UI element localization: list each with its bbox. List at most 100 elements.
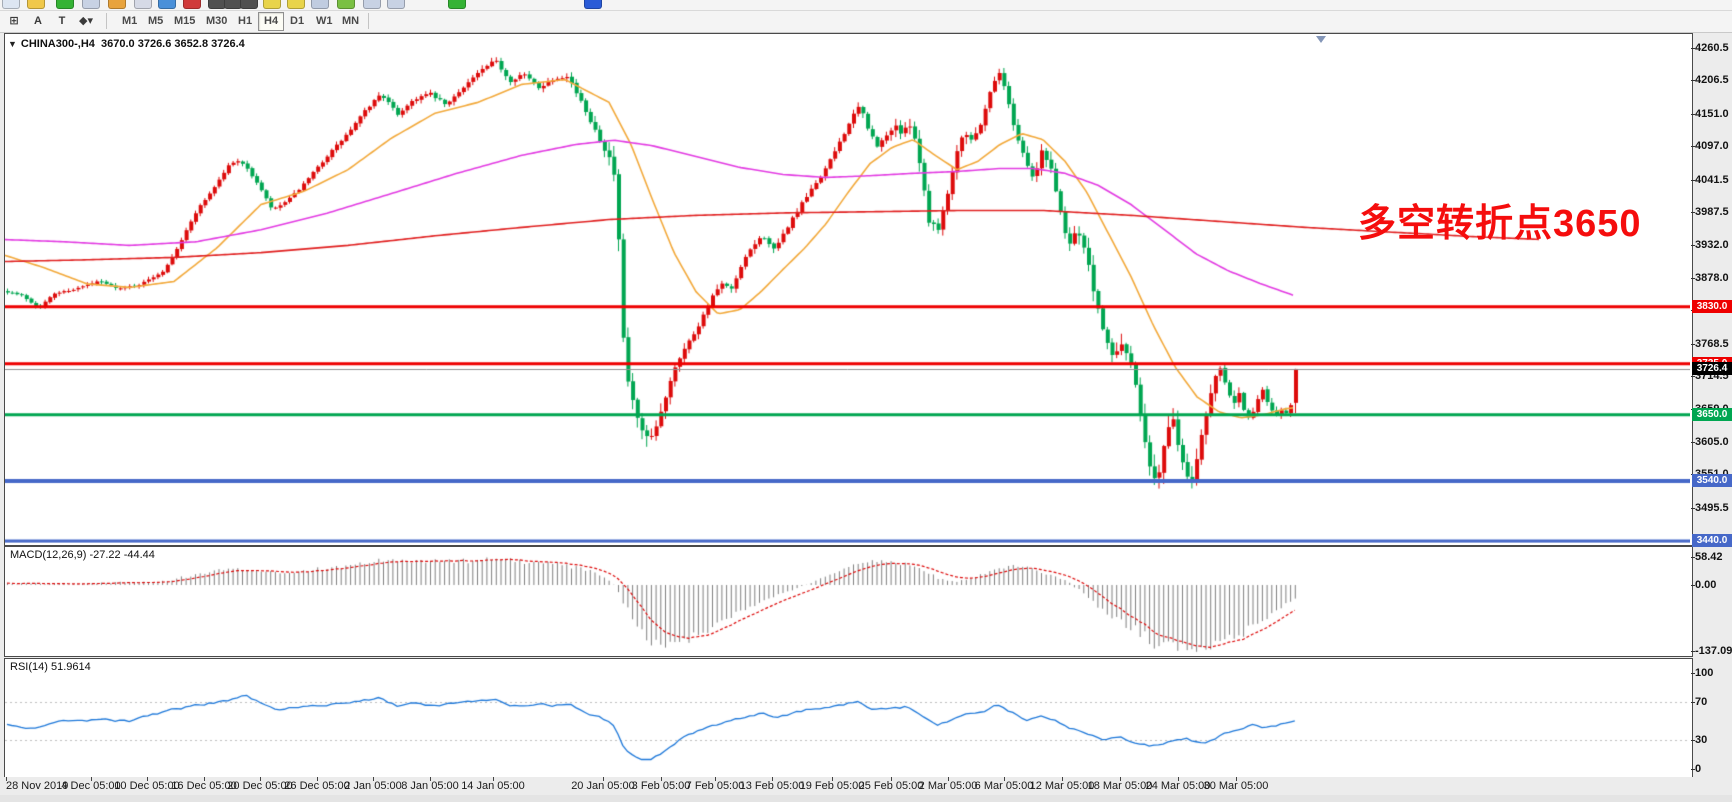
time-tick — [1178, 777, 1179, 781]
time-tick — [832, 777, 833, 781]
axis-tick — [1691, 80, 1695, 81]
axis-tick — [1691, 344, 1695, 345]
timeframe-button-d1[interactable]: D1 — [290, 15, 305, 27]
axis-tick — [1691, 48, 1695, 49]
macd-canvas[interactable] — [5, 547, 1690, 654]
crosshair-tool[interactable]: ⊞ — [9, 15, 19, 27]
time-axis-label: 20 Dec 05:00 — [227, 780, 293, 792]
search-icon[interactable] — [27, 0, 45, 9]
timeframe-button-w1[interactable]: W1 — [316, 15, 333, 27]
time-axis-label: 8 Jan 05:00 — [401, 780, 459, 792]
layout-a-icon[interactable] — [363, 0, 381, 9]
price-tick-label: 4151.0 — [1695, 108, 1729, 120]
timeframe-button-m15[interactable]: M15 — [174, 15, 196, 27]
chart-window-icon[interactable] — [82, 0, 100, 9]
macd-tick-label: 0.00 — [1695, 579, 1717, 591]
time-tick — [1120, 777, 1121, 781]
time-axis-label: 24 Mar 05:00 — [1145, 780, 1211, 792]
price-tick-label: 3987.5 — [1695, 206, 1729, 218]
mail-icon[interactable] — [134, 0, 152, 9]
price-tick-label: 3495.5 — [1695, 502, 1729, 514]
zoom-out-icon[interactable] — [287, 0, 305, 9]
timeframe-button-m5[interactable]: M5 — [148, 15, 164, 27]
macd-indicator-label: MACD(12,26,9) -27.22 -44.44 — [10, 549, 155, 561]
price-tick-label: 3878.0 — [1695, 272, 1729, 284]
toolbar-row-1 — [0, 0, 1732, 11]
time-tick — [6, 777, 7, 781]
web-icon[interactable] — [158, 0, 176, 9]
timeframe-button-mn[interactable]: MN — [342, 15, 360, 27]
time-tick — [91, 777, 92, 781]
axis-tick — [1691, 673, 1695, 674]
current-price-badge: 3726.4 — [1692, 362, 1732, 375]
chart-title: ▼ CHINA300-,H4 3670.0 3726.6 3652.8 3726.… — [8, 38, 245, 50]
text-box-tool[interactable]: T — [58, 15, 66, 27]
rsi-canvas[interactable] — [5, 659, 1690, 775]
time-axis-label: 10 Dec 05:00 — [114, 780, 180, 792]
chart-text-annotation[interactable]: 多空转折点3650 — [1358, 203, 1642, 245]
price-tick-label: 3605.0 — [1695, 436, 1729, 448]
rsi-tick-label: 0 — [1695, 763, 1702, 775]
timeframe-button-m30[interactable]: M30 — [206, 15, 228, 27]
text-label-tool[interactable]: A — [34, 15, 42, 27]
shapes-tool[interactable]: ◆▾ — [79, 15, 93, 27]
time-axis-label: 13 Feb 05:00 — [739, 780, 805, 792]
time-axis-label: 6 Mar 05:00 — [974, 780, 1034, 792]
time-axis: 28 Nov 2019 4 Dec 05:00 10 Dec 05:00 16 Dec… — [4, 777, 1732, 795]
toolbar-separator — [106, 13, 107, 29]
time-tick — [493, 777, 494, 781]
time-tick — [603, 777, 604, 781]
price-tick-label: 3932.0 — [1695, 239, 1729, 251]
line-chart-icon[interactable] — [240, 0, 258, 9]
time-axis-label: 12 Mar 05:00 — [1029, 780, 1095, 792]
timeframe-button-h1[interactable]: H1 — [238, 15, 253, 27]
time-axis-label: 28 Nov 2019 — [6, 780, 69, 792]
hline-price-badge: 3650.0 — [1692, 408, 1732, 421]
expert-advisor-icon[interactable] — [108, 0, 126, 9]
axis-tick — [1691, 557, 1695, 558]
time-axis-label: 7 Feb 05:00 — [685, 780, 745, 792]
axis-tick — [1691, 212, 1695, 213]
add-chart-icon[interactable] — [448, 0, 466, 9]
new-order-icon[interactable] — [56, 0, 74, 9]
layout-b-icon[interactable] — [387, 0, 405, 9]
time-tick — [661, 777, 662, 781]
time-tick — [317, 777, 318, 781]
axis-tick — [1691, 278, 1695, 279]
time-axis-label: 14 Jan 05:00 — [461, 780, 525, 792]
bottom-strip — [0, 795, 1732, 802]
macd-tick-label: 58.42 — [1695, 551, 1723, 563]
time-axis-label: 2 Jan 05:00 — [344, 780, 402, 792]
time-axis-label: 26 Dec 05:00 — [284, 780, 350, 792]
rsi-tick-label: 100 — [1695, 667, 1714, 679]
main-chart-canvas[interactable] — [5, 34, 1690, 543]
axis-tick — [1691, 740, 1695, 741]
time-tick — [891, 777, 892, 781]
axis-tick — [1691, 702, 1695, 703]
time-axis-label: 16 Dec 05:00 — [171, 780, 237, 792]
toolbar-separator — [368, 13, 369, 29]
hline-price-badge: 3440.0 — [1692, 534, 1732, 547]
axis-tick — [1691, 245, 1695, 246]
timeframe-button-h4[interactable]: H4 — [258, 12, 285, 31]
stop-icon[interactable] — [183, 0, 201, 9]
indicators-icon[interactable] — [337, 0, 355, 9]
timeframe-button-m1[interactable]: M1 — [122, 15, 138, 27]
price-tick-label: 4097.0 — [1695, 140, 1729, 152]
document-icon[interactable] — [2, 0, 20, 9]
time-axis-label: 18 Mar 05:00 — [1087, 780, 1153, 792]
help-icon[interactable] — [584, 0, 602, 9]
tile-windows-icon[interactable] — [311, 0, 329, 9]
time-axis-label: 25 Feb 05:00 — [858, 780, 924, 792]
time-axis-label: 19 Feb 05:00 — [799, 780, 865, 792]
chart-symbol-period: CHINA300-,H4 — [20, 38, 95, 50]
zoom-in-icon[interactable] — [263, 0, 281, 9]
time-axis-label: 20 Jan 05:00 — [571, 780, 635, 792]
axis-tick — [1691, 376, 1695, 377]
chevron-down-icon[interactable]: ▼ — [8, 39, 17, 49]
axis-tick — [1691, 180, 1695, 181]
chart-shift-marker-icon[interactable] — [1316, 36, 1326, 43]
axis-tick — [1691, 146, 1695, 147]
time-axis-label: 4 Dec 05:00 — [61, 780, 121, 792]
